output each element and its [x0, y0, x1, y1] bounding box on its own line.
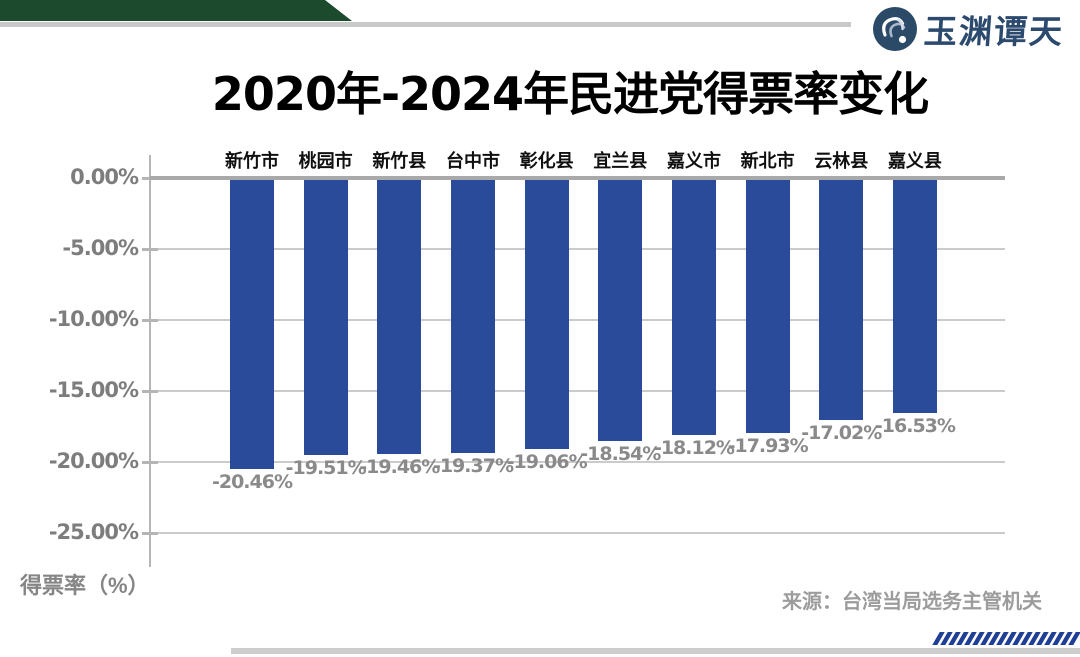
value-label: -19.46% [359, 456, 440, 478]
bar [303, 178, 348, 455]
y-axis-tick-label: 0.00% [70, 165, 139, 189]
category-label: 新竹县 [372, 151, 427, 172]
gridline [150, 532, 1005, 534]
y-axis-line [149, 155, 151, 567]
bar [598, 178, 643, 441]
category-label: 云林县 [814, 151, 869, 172]
brand-logo: 玉渊谭天 [872, 6, 1065, 57]
value-label: -19.06% [506, 451, 588, 473]
category-label: 嘉义县 [887, 151, 942, 172]
gridline [150, 390, 1005, 392]
category-label: 台中市 [445, 151, 500, 172]
zero-gridline [150, 176, 1005, 180]
logo-swirl-icon [872, 6, 918, 57]
category-label: 彰化县 [519, 151, 574, 172]
bar [230, 178, 274, 469]
bar [524, 178, 569, 449]
value-label: -20.46% [211, 471, 293, 493]
bar [892, 178, 937, 413]
category-label: 嘉义市 [666, 151, 721, 172]
value-label: -19.51% [285, 457, 367, 479]
y-axis-tick [142, 319, 158, 322]
y-axis-tick-label: -5.00% [62, 236, 139, 260]
y-axis-tick [142, 248, 158, 251]
y-axis-tick [142, 390, 158, 393]
y-axis-tick [142, 461, 158, 464]
value-label: -18.12% [653, 437, 735, 459]
value-label: -17.93% [727, 435, 809, 457]
category-label: 桃园市 [298, 151, 353, 172]
category-label: 宜兰县 [593, 151, 648, 172]
y-axis-tick-label: -20.00% [48, 449, 139, 473]
top-gray-divider [0, 22, 851, 27]
chart-title: 2020年-2024年民进党得票率变化 [211, 67, 929, 121]
value-label: -18.54% [580, 443, 661, 465]
bar [450, 178, 495, 453]
value-label: -16.53% [874, 415, 956, 437]
gridline [150, 248, 1005, 250]
y-axis-tick-label: -25.00% [48, 520, 139, 544]
bottom-gray-divider [231, 648, 1080, 654]
y-axis-title: 得票率（%） [20, 573, 150, 598]
bar [745, 178, 790, 433]
bar [671, 178, 716, 435]
y-axis-tick [142, 532, 158, 535]
y-axis-tick-label: -15.00% [48, 378, 139, 402]
y-axis-tick-label: -10.00% [48, 307, 139, 331]
gridline [150, 319, 1005, 321]
category-label: 新竹市 [225, 151, 279, 172]
top-left-green-banner [0, 0, 352, 21]
source-note: 来源：台湾当局选务主管机关 [782, 591, 1042, 613]
category-label: 新北市 [740, 151, 795, 172]
bar [377, 178, 422, 454]
value-label: -19.37% [432, 455, 514, 477]
bar [819, 178, 864, 420]
value-label: -17.02% [801, 422, 882, 444]
gridline [150, 461, 1005, 463]
